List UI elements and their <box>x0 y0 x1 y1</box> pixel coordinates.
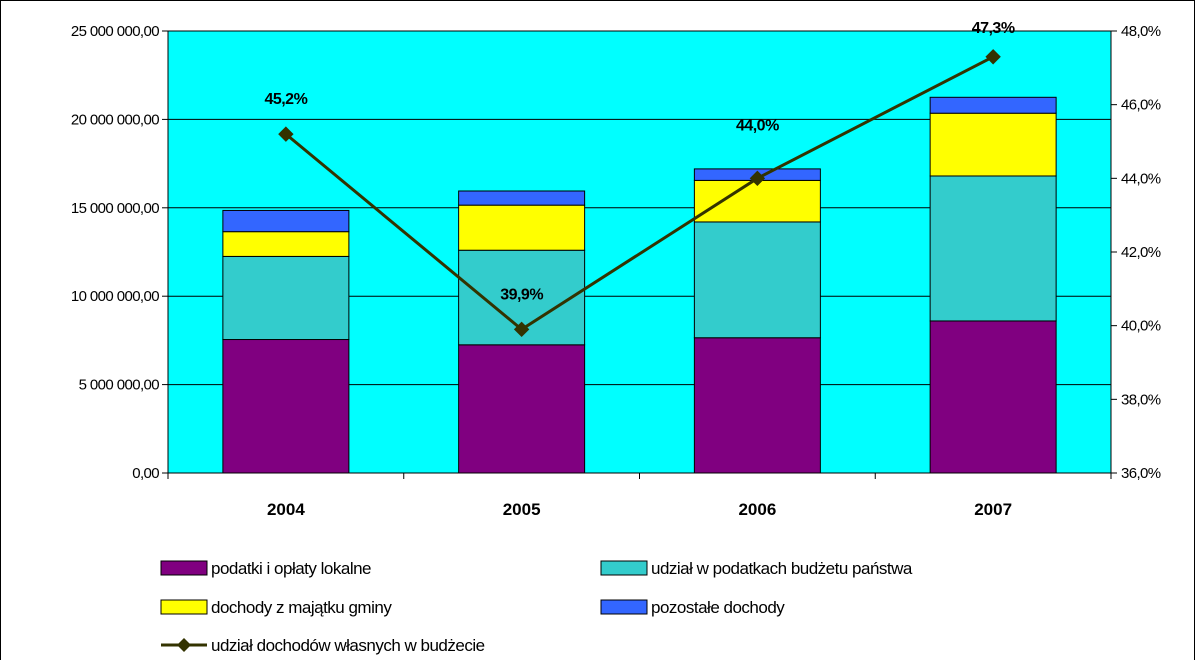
bar-segment <box>222 255 350 341</box>
bar-segment <box>222 339 350 474</box>
y-right-tick-label: 40,0% <box>1121 318 1161 335</box>
line-data-label: 39,9% <box>500 286 543 303</box>
y-left-tick-label: 15 000 000,00 <box>71 200 159 217</box>
bar-segment <box>458 204 586 251</box>
bar-segment <box>458 190 586 206</box>
line-series-marker <box>278 126 294 142</box>
legend-label: pozostałe dochody <box>651 598 785 617</box>
y-right-tick-label: 38,0% <box>1121 391 1161 408</box>
line-data-label: 44,0% <box>736 117 779 134</box>
y-left-tick-label: 10 000 000,00 <box>71 288 159 305</box>
legend-swatch <box>600 560 648 576</box>
bar-segment <box>693 179 821 223</box>
bar-segment <box>929 175 1057 322</box>
line-series-marker <box>749 170 766 187</box>
y-left-tick-label: 20 000 000,00 <box>71 111 159 128</box>
y-right-tick-label: 36,0% <box>1121 465 1161 482</box>
x-tick-label: 2004 <box>267 500 305 519</box>
line-series-marker <box>985 49 1001 65</box>
legend-line-marker <box>177 638 191 652</box>
legend-label: dochody z majątku gminy <box>211 598 392 617</box>
x-tick-label: 2005 <box>503 500 541 519</box>
y-left-tick-label: 5 000 000,00 <box>79 377 160 394</box>
line-series-path <box>284 55 994 332</box>
bar-segment <box>222 231 350 257</box>
line-data-label: 45,2% <box>264 91 307 108</box>
legend-swatch <box>160 599 208 615</box>
legend-swatch <box>160 560 208 576</box>
line-data-label: 47,3% <box>972 20 1015 37</box>
bar-segment <box>929 112 1057 177</box>
y-right-tick-label: 48,0% <box>1121 23 1161 40</box>
y-right-tick-label: 42,0% <box>1121 244 1161 261</box>
bar-segment <box>693 221 821 339</box>
y-right-tick-label: 44,0% <box>1121 170 1161 187</box>
legend-label: podatki i opłaty lokalne <box>211 559 371 578</box>
bar-segment <box>929 320 1057 474</box>
y-left-tick-label: 25 000 000,00 <box>71 23 159 40</box>
bar-segment <box>693 337 821 474</box>
bar-segment <box>222 209 350 233</box>
y-right-tick-label: 46,0% <box>1121 97 1161 114</box>
bar-segment <box>458 344 586 474</box>
line-series-marker <box>513 321 530 338</box>
legend-swatch <box>600 599 648 615</box>
x-tick-label: 2007 <box>974 500 1012 519</box>
x-tick-label: 2006 <box>738 500 776 519</box>
bar-segment <box>929 96 1057 114</box>
y-left-tick-label: 0,00 <box>132 465 159 482</box>
legend-label: udział w podatkach budżetu państwa <box>651 559 913 578</box>
legend-label: udział dochodów własnych w budżecie <box>211 636 485 655</box>
